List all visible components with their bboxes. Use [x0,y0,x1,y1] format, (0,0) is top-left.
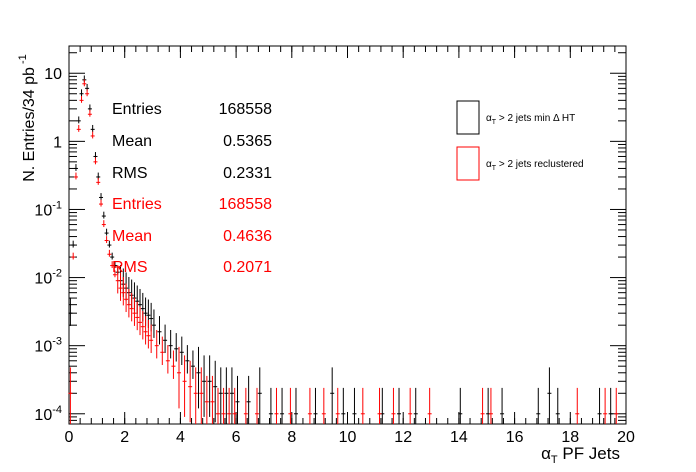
x-tick-label: 0 [65,429,74,446]
x-tick-label: 10 [339,429,357,446]
y-tick-label: 10-3 [34,336,62,356]
x-tick-label: 18 [561,429,579,446]
stat-label: Entries [112,196,162,213]
series-red [68,79,619,424]
y-axis-title: N. Entries/34 pb -1 [17,54,38,182]
stat-label: RMS [112,165,148,182]
legend-swatch [456,146,480,181]
stat-value: 0.2331 [223,165,272,182]
x-tick-label: 6 [232,429,241,446]
stat-label: Entries [112,101,162,118]
x-tick-label: 16 [506,429,524,446]
stat-value: 168558 [218,101,272,118]
x-tick-label: 20 [617,429,635,446]
y-tick-label: 10-1 [34,199,62,219]
legend: αT > 2 jets min Δ HT αT > 2 jets recluste… [456,100,584,181]
x-tick-label: 14 [450,429,468,446]
stat-label: Mean [112,133,153,150]
series-black [68,75,613,424]
series-layer [68,75,619,424]
stat-value: 0.4636 [223,228,272,245]
y-tick-label: 10-2 [34,268,62,288]
y-tick-label: 10-4 [34,404,62,424]
legend-swatch [456,100,480,135]
x-tick-label: 12 [394,429,412,446]
x-tick-label: 8 [287,429,296,446]
x-tick-label: 4 [176,429,185,446]
x-axis-title: αT PF Jets [541,444,620,466]
stat-value: 168558 [218,196,272,213]
y-tick-label: 10 [44,66,62,83]
axis-ticks [68,46,627,424]
stat-value: 0.5365 [223,133,272,150]
stat-value: 0.2071 [223,259,272,276]
x-tick-label: 2 [120,429,129,446]
stat-label: Mean [112,228,153,245]
axis-labels: 0 2 4 6 8 10 12 14 16 18 20 10-4 10-3 10-2 10-1 1 10 αT P… [17,54,635,466]
legend-label: αT > 2 jets reclustered [486,159,584,172]
legend-label: αT > 2 jets min Δ HT [486,113,575,126]
stat-label: RMS [112,259,148,276]
y-tick-label: 1 [53,134,62,151]
